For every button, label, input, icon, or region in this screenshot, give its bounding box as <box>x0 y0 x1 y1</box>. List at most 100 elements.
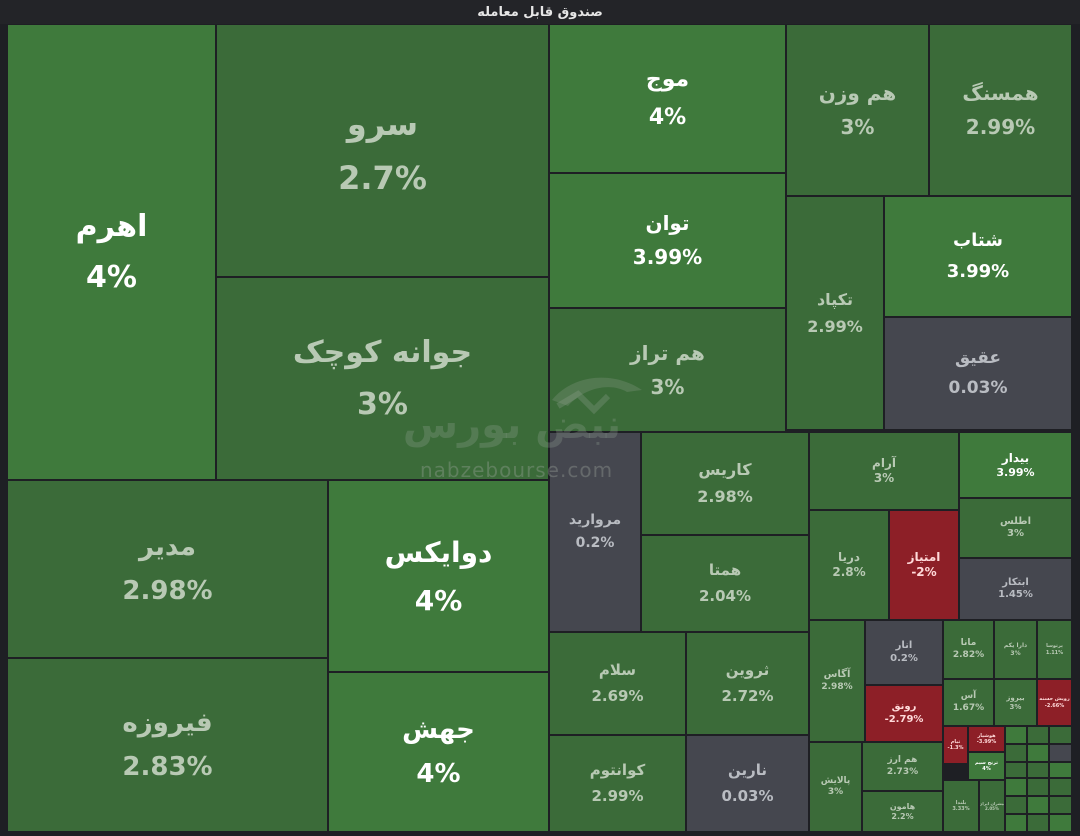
tile-symbol: دوایکس <box>384 535 493 569</box>
treemap-tile[interactable]: مروارید 0.2% <box>549 432 641 632</box>
treemap-tile-small[interactable] <box>1049 814 1072 832</box>
tile-symbol: دارا یکم <box>1003 642 1028 649</box>
treemap-tile-small[interactable] <box>1027 778 1049 796</box>
tile-change: 2.98% <box>122 576 213 606</box>
tile-change: 2.8% <box>832 565 866 579</box>
treemap-tile[interactable]: پرتوسا 1.11% <box>1037 620 1072 679</box>
tile-symbol: جوانه کوچک <box>292 335 473 370</box>
treemap-tile[interactable]: دوایکس 4% <box>328 480 549 672</box>
treemap-tile[interactable]: پالایش 3% <box>809 742 862 832</box>
treemap-tile[interactable]: هوشیار -3.99% <box>968 726 1005 752</box>
treemap-tile[interactable]: امتیاز -2% <box>889 510 959 620</box>
treemap-tile[interactable]: سرو 2.7% <box>216 24 549 277</box>
treemap-tile[interactable]: بیروز 3% <box>994 679 1037 726</box>
treemap-tile[interactable]: هم ارز 2.73% <box>862 742 943 791</box>
treemap-tile-small[interactable] <box>1027 762 1049 778</box>
treemap-tile[interactable]: مانا 2.82% <box>943 620 994 679</box>
treemap-tile[interactable]: هامون 2.2% <box>862 791 943 832</box>
tile-change: 2.69% <box>591 687 644 705</box>
tile-change: 2.99% <box>807 316 863 336</box>
treemap-tile-small[interactable] <box>1005 814 1027 832</box>
treemap-tile[interactable]: پیشران ایران 2.05% <box>979 780 1005 832</box>
tile-change: 2.98% <box>697 487 753 506</box>
tile-symbol: اهرم <box>75 208 148 244</box>
tile-symbol: رویش حسنه <box>1039 696 1070 703</box>
treemap-tile-small[interactable] <box>1049 796 1072 814</box>
tile-symbol: دریا <box>837 550 861 564</box>
treemap-tile[interactable]: مدیر 2.98% <box>7 480 328 658</box>
treemap-tile-small[interactable] <box>1005 796 1027 814</box>
treemap: اهرم 4% سرو 2.7% جوانه کوچک 3% مدیر 2.98% دوایکس… <box>0 24 1080 836</box>
treemap-tile[interactable]: رویش حسنه -2.66% <box>1037 679 1072 726</box>
tile-symbol: تیام <box>950 738 961 745</box>
treemap-tile[interactable]: بلندا 3.33% <box>943 780 979 832</box>
treemap-tile[interactable]: جهش 4% <box>328 672 549 832</box>
treemap-tile[interactable]: عقیق 0.03% <box>884 317 1072 430</box>
tile-symbol: فیروزه <box>122 707 213 738</box>
treemap-tile[interactable]: کوانتوم 2.99% <box>549 735 686 832</box>
tile-symbol: کاریس <box>698 460 752 479</box>
treemap-tile[interactable]: آرام 3% <box>809 432 959 510</box>
treemap-tile-small[interactable] <box>1049 726 1072 744</box>
treemap-tile-small[interactable] <box>1027 744 1049 762</box>
treemap-tile[interactable]: اهرم 4% <box>7 24 216 480</box>
treemap-tile[interactable]: اطلس 3% <box>959 498 1072 558</box>
tile-symbol: آرام <box>872 456 896 470</box>
tile-change: 2.99% <box>591 787 644 805</box>
treemap-tile[interactable]: کاریس 2.98% <box>641 432 809 535</box>
treemap-tile[interactable]: فیروزه 2.83% <box>7 658 328 832</box>
treemap-tile[interactable]: جوانه کوچک 3% <box>216 277 549 480</box>
tile-change: 3% <box>827 787 844 797</box>
treemap-tile[interactable]: رونق -2.79% <box>865 685 943 742</box>
treemap-tile-small[interactable] <box>1027 796 1049 814</box>
tile-symbol: نارین <box>727 761 768 780</box>
treemap-tile[interactable]: تکپاد 2.99% <box>786 196 884 430</box>
treemap-tile-small[interactable] <box>1049 778 1072 796</box>
treemap-tile[interactable]: نارین 0.03% <box>686 735 809 832</box>
treemap-tile-small[interactable] <box>1027 726 1049 744</box>
treemap-tile[interactable]: دارا یکم 3% <box>994 620 1037 679</box>
tile-symbol: عقیق <box>954 348 1002 369</box>
tile-change: 3% <box>1007 528 1024 539</box>
treemap-tile[interactable]: توان 3.99% <box>549 173 786 308</box>
treemap-tile[interactable]: آس 1.67% <box>943 679 994 726</box>
treemap-tile-small[interactable] <box>1049 762 1072 778</box>
treemap-tile-small[interactable] <box>1005 762 1027 778</box>
tile-change: -1.3% <box>947 745 964 751</box>
treemap-tile[interactable]: ترنج سیم 4% <box>968 752 1005 780</box>
treemap-tile-small[interactable] <box>1005 778 1027 796</box>
treemap-tile[interactable]: انار 0.2% <box>865 620 943 685</box>
treemap-tile[interactable]: ثروین 2.72% <box>686 632 809 735</box>
treemap-tile[interactable]: موج 4% <box>549 24 786 173</box>
treemap-tile[interactable]: تیام -1.3% <box>943 726 968 764</box>
tile-symbol: پالایش <box>820 775 851 786</box>
treemap-tile[interactable]: همتا 2.04% <box>641 535 809 632</box>
tile-change: 3.99% <box>632 245 703 269</box>
tile-change: -3.99% <box>976 739 997 745</box>
tile-change: 3% <box>1009 702 1022 711</box>
tile-symbol: سرو <box>346 104 419 143</box>
treemap-tile-small[interactable] <box>1049 744 1072 762</box>
tile-symbol: هامون <box>889 801 916 811</box>
treemap-tile[interactable]: بیدار 3.99% <box>959 432 1072 498</box>
tile-symbol: پرتوسا <box>1046 643 1063 650</box>
chart-title: صندوق قابل معامله <box>0 0 1080 24</box>
tile-change: 0.2% <box>575 535 615 551</box>
treemap-tile-small[interactable] <box>1027 814 1049 832</box>
treemap-tile[interactable]: هم تراز 3% <box>549 308 786 432</box>
tile-change: 3.99% <box>946 260 1010 282</box>
treemap-tile-small[interactable] <box>1005 726 1027 744</box>
treemap-tile[interactable]: شتاب 3.99% <box>884 196 1072 317</box>
tile-change: 4% <box>86 260 137 295</box>
treemap-tile[interactable]: دریا 2.8% <box>809 510 889 620</box>
treemap-tile[interactable]: سلام 2.69% <box>549 632 686 735</box>
tile-change: 2.98% <box>821 681 853 692</box>
treemap-tile[interactable]: ابتکار 1.45% <box>959 558 1072 620</box>
treemap-tile[interactable]: هم وزن 3% <box>786 24 929 196</box>
treemap-tile-small[interactable] <box>1005 744 1027 762</box>
tile-change: -2% <box>911 565 937 579</box>
tile-change: 4% <box>648 104 687 130</box>
treemap-tile[interactable]: آگاس 2.98% <box>809 620 865 742</box>
treemap-tile[interactable]: همسنگ 2.99% <box>929 24 1072 196</box>
tile-symbol: همسنگ <box>962 80 1039 105</box>
